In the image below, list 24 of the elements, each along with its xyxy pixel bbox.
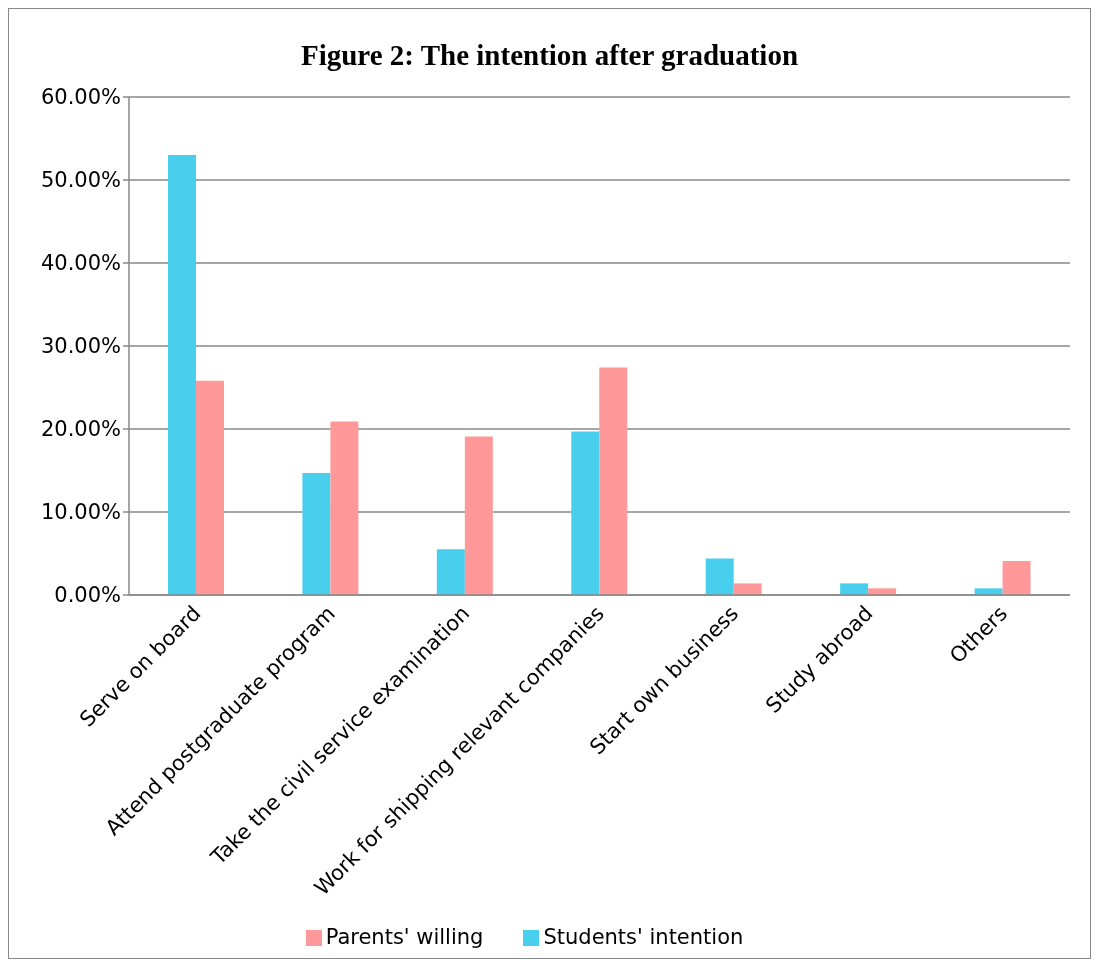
y-tick-label: 40.00% xyxy=(40,251,121,276)
bar xyxy=(436,549,465,595)
bar xyxy=(464,436,493,595)
bar xyxy=(840,583,869,595)
y-tick-label: 50.00% xyxy=(40,168,121,193)
bar xyxy=(330,421,359,595)
bar xyxy=(302,472,331,595)
bar xyxy=(1002,560,1031,595)
bar xyxy=(571,431,600,595)
bar xyxy=(705,558,734,595)
bar xyxy=(167,155,196,595)
legend-label: Students' intention xyxy=(543,925,744,949)
y-tick-label: 30.00% xyxy=(40,334,121,359)
bar xyxy=(868,588,897,595)
y-tick-label: 10.00% xyxy=(40,500,121,525)
y-tick-label: 20.00% xyxy=(40,417,121,442)
y-tick-label: 0.00% xyxy=(54,583,121,608)
legend-label: Parents' willing xyxy=(325,925,484,949)
chart-title: Figure 2: The intention after graduation xyxy=(299,38,799,73)
bar xyxy=(974,588,1003,595)
bar xyxy=(599,367,628,595)
y-tick-label: 60.00% xyxy=(40,85,121,110)
bar xyxy=(195,380,224,595)
bar xyxy=(733,583,762,595)
